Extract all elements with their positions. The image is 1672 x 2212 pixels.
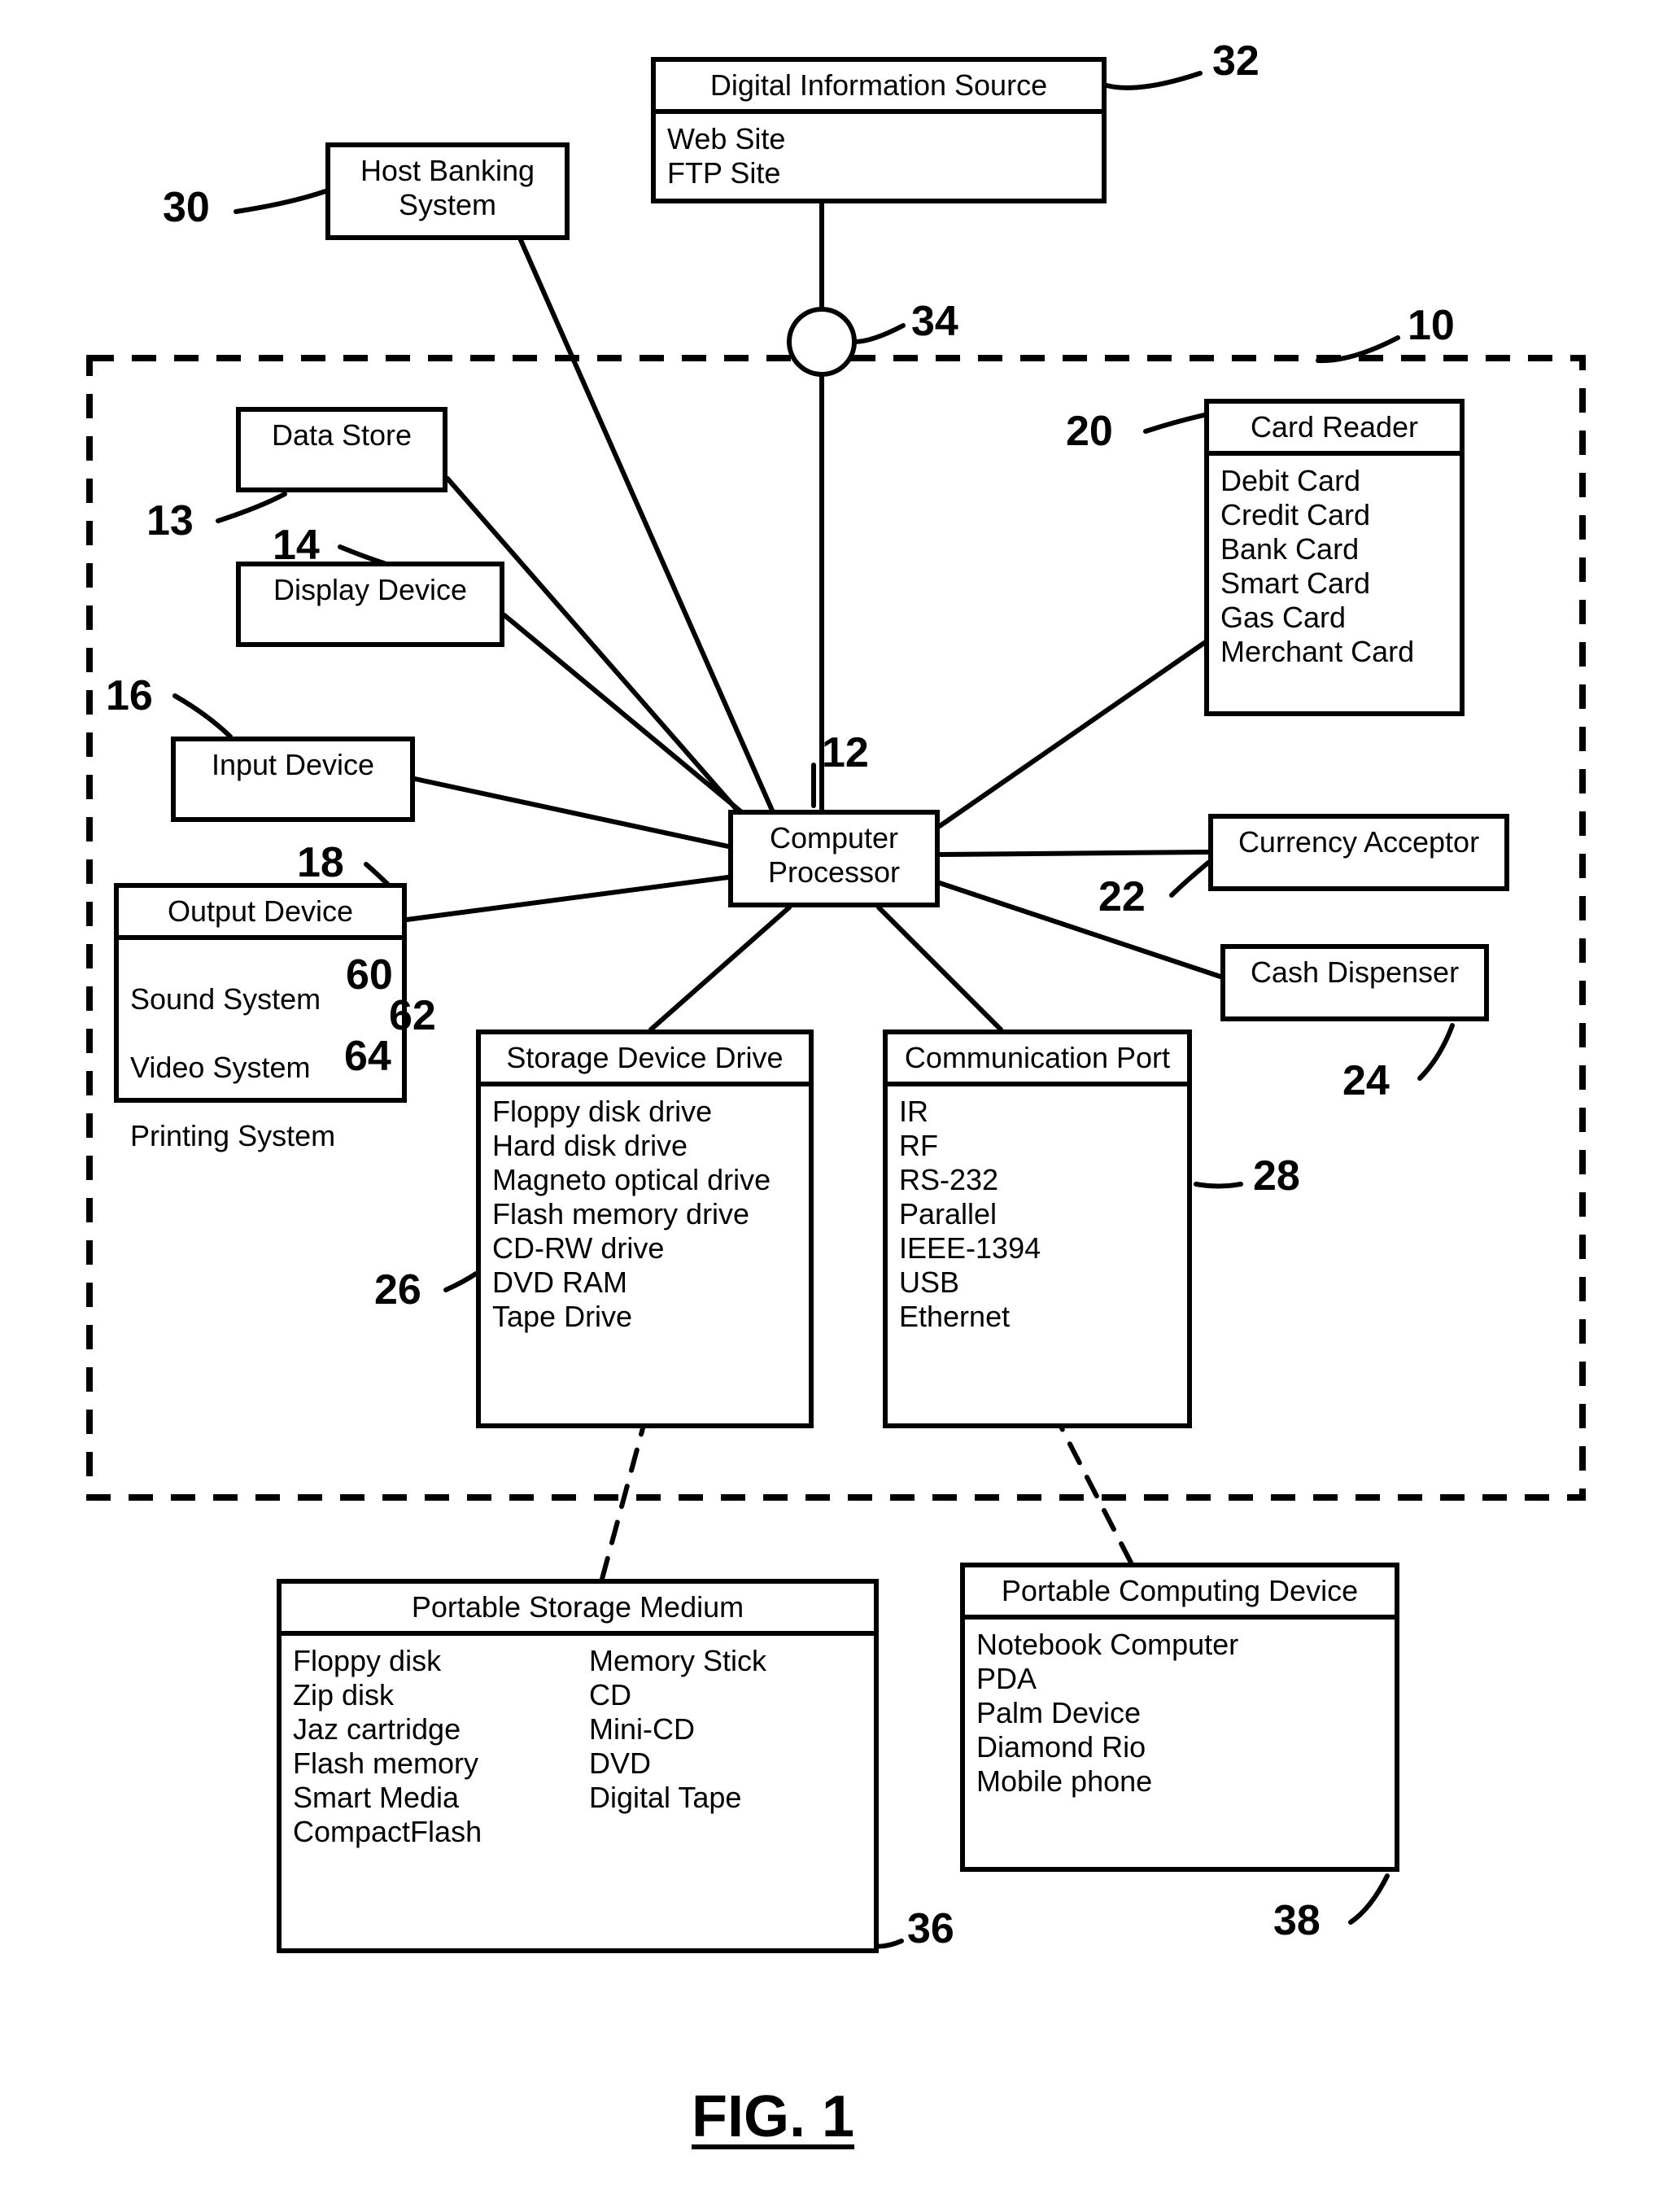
ref-16: 16 xyxy=(106,671,153,720)
digital-information-source-title: Digital Information Source xyxy=(656,62,1102,114)
currency-acceptor-box: Currency Acceptor xyxy=(1208,814,1509,891)
output-device-title: Output Device xyxy=(119,888,402,940)
card-reader-box: Card Reader Debit Card Credit Card Bank … xyxy=(1204,399,1465,716)
output-line-print: Printing System xyxy=(130,1119,391,1153)
input-device-box: Input Device xyxy=(171,737,415,822)
psm-col-1: Floppy disk Zip disk Jaz cartridge Flash… xyxy=(282,1636,578,1857)
ref-64: 64 xyxy=(344,1032,391,1081)
computer-processor-box: Computer Processor xyxy=(728,810,940,907)
ref-20: 20 xyxy=(1066,407,1113,456)
portable-computing-device-body: Notebook Computer PDA Palm Device Diamon… xyxy=(965,1620,1395,1807)
ref-13: 13 xyxy=(146,496,194,545)
display-device-box: Display Device xyxy=(236,562,504,647)
digital-information-source-box: Digital Information Source Web Site FTP … xyxy=(651,57,1107,203)
ref-30: 30 xyxy=(163,183,210,232)
ref-60: 60 xyxy=(346,951,393,999)
cash-dispenser-title: Cash Dispenser xyxy=(1225,949,1484,996)
input-device-title: Input Device xyxy=(176,741,410,789)
portable-storage-medium-title: Portable Storage Medium xyxy=(282,1584,874,1636)
host-banking-system-title: Host Banking System xyxy=(330,147,565,229)
computer-processor-title: Computer Processor xyxy=(733,815,935,896)
ref-10: 10 xyxy=(1408,301,1455,350)
data-store-box: Data Store xyxy=(236,407,447,492)
card-reader-body: Debit Card Credit Card Bank Card Smart C… xyxy=(1209,456,1460,677)
ref-34: 34 xyxy=(911,297,958,346)
data-store-title: Data Store xyxy=(241,412,443,459)
ref-28: 28 xyxy=(1253,1152,1300,1200)
digital-information-source-body: Web Site FTP Site xyxy=(656,114,1102,199)
storage-device-drive-body: Floppy disk drive Hard disk drive Magnet… xyxy=(481,1086,809,1342)
host-banking-system-box: Host Banking System xyxy=(325,142,570,240)
communication-port-title: Communication Port xyxy=(888,1034,1187,1086)
ref-62: 62 xyxy=(389,991,436,1040)
card-reader-title: Card Reader xyxy=(1209,404,1460,456)
figure-label: FIG. 1 xyxy=(692,2083,854,2150)
ref-24: 24 xyxy=(1342,1056,1390,1105)
ref-12: 12 xyxy=(822,728,869,777)
portable-storage-medium-box: Portable Storage Medium Floppy disk Zip … xyxy=(277,1579,879,1953)
storage-device-drive-box: Storage Device Drive Floppy disk drive H… xyxy=(476,1029,814,1428)
psm-col-2: Memory Stick CD Mini-CD DVD Digital Tape xyxy=(578,1636,874,1857)
diagram-stage: Digital Information Source Web Site FTP … xyxy=(0,0,1672,2212)
ref-26: 26 xyxy=(374,1266,421,1314)
display-device-title: Display Device xyxy=(241,566,500,614)
communication-port-body: IR RF RS-232 Parallel IEEE-1394 USB Ethe… xyxy=(888,1086,1187,1342)
portable-storage-medium-body: Floppy disk Zip disk Jaz cartridge Flash… xyxy=(282,1636,874,1857)
ref-32: 32 xyxy=(1212,37,1259,85)
portable-computing-device-box: Portable Computing Device Notebook Compu… xyxy=(960,1563,1399,1872)
ref-18: 18 xyxy=(297,838,344,887)
ref-36: 36 xyxy=(907,1904,954,1953)
cash-dispenser-box: Cash Dispenser xyxy=(1220,944,1489,1021)
storage-device-drive-title: Storage Device Drive xyxy=(481,1034,809,1086)
ref-38: 38 xyxy=(1273,1896,1321,1945)
ref-22: 22 xyxy=(1098,872,1146,921)
ref-14: 14 xyxy=(273,521,320,570)
communication-port-box: Communication Port IR RF RS-232 Parallel… xyxy=(883,1029,1192,1428)
currency-acceptor-title: Currency Acceptor xyxy=(1213,819,1504,866)
portable-computing-device-title: Portable Computing Device xyxy=(965,1567,1395,1620)
